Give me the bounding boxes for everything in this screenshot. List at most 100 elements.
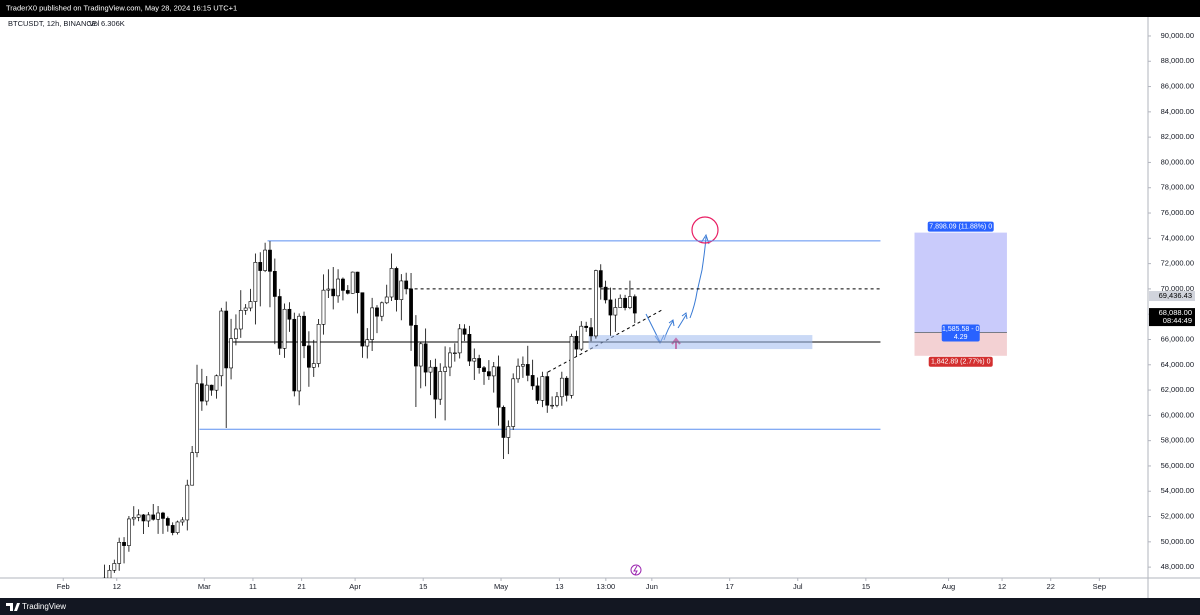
candle-body — [243, 307, 248, 311]
plot-area — [102, 216, 881, 578]
candle-body — [258, 262, 263, 271]
candle-body — [613, 307, 618, 316]
candle-body — [584, 325, 589, 328]
candle-body — [122, 542, 126, 546]
candle-body — [360, 292, 365, 347]
candle-body — [628, 296, 632, 308]
candle-body — [209, 384, 214, 391]
y-tick-label: 74,000.00 — [1161, 233, 1194, 242]
entry-label-bg — [941, 324, 980, 342]
candle-body — [472, 358, 477, 362]
candle-body — [336, 278, 340, 297]
candle-body — [214, 375, 219, 391]
candle-body — [443, 366, 447, 372]
y-tick-label: 48,000.00 — [1161, 562, 1194, 571]
volume-label: Vol — [89, 19, 100, 28]
candle-body — [530, 375, 535, 387]
candle-body — [170, 525, 175, 533]
candle-body — [608, 299, 613, 316]
y-tick-label: 50,000.00 — [1161, 537, 1194, 546]
candle-body — [574, 336, 579, 350]
candle-body — [486, 371, 491, 377]
candle-body — [632, 296, 637, 314]
candle-body — [112, 563, 117, 571]
candle-body — [467, 334, 472, 362]
y-tick-label: 66,000.00 — [1161, 334, 1194, 343]
brand-logo — [6, 603, 20, 611]
candle-body — [457, 328, 462, 354]
x-tick-label: Apr — [349, 582, 361, 591]
candle-body — [287, 308, 292, 320]
candle-body — [379, 302, 384, 317]
candle-body — [550, 404, 554, 407]
entry-label: 1,585.58 - 0 — [942, 326, 979, 333]
y-tick-label: 64,000.00 — [1161, 360, 1194, 369]
candle-body — [428, 366, 433, 373]
candle-body — [229, 338, 233, 369]
price-label: 68,088.00 — [1159, 308, 1192, 317]
zone — [588, 335, 813, 350]
candle-body — [326, 288, 331, 291]
candle-body — [452, 352, 457, 354]
candle-body — [302, 315, 306, 347]
x-tick-label: Aug — [942, 582, 955, 591]
candle-body — [384, 296, 389, 304]
candle-body — [277, 296, 282, 349]
stop-area — [914, 332, 1007, 356]
candle-body — [418, 343, 423, 367]
event-icon[interactable] — [630, 564, 642, 576]
stop-label: 1,842.89 (2.77%) 0 — [931, 359, 991, 366]
candle-body — [117, 542, 122, 564]
candle-body — [462, 328, 467, 335]
candle-body — [161, 512, 165, 519]
candle-body — [355, 271, 360, 293]
candle-body — [238, 310, 243, 330]
candle-body — [423, 343, 428, 373]
y-tick-label: 88,000.00 — [1161, 56, 1194, 65]
candle-body — [297, 315, 302, 392]
x-tick-label: 13 — [555, 582, 563, 591]
candle-body — [127, 518, 131, 546]
x-tick-label: Mar — [198, 582, 211, 591]
y-tick-label: 76,000.00 — [1161, 208, 1194, 217]
candle-body — [263, 249, 267, 271]
candle-body — [521, 364, 525, 367]
candle-body — [175, 521, 180, 533]
candle-body — [506, 426, 511, 438]
candle-body — [414, 325, 418, 367]
candle-body — [224, 310, 229, 369]
candle-body — [496, 366, 501, 408]
y-tick-label: 70,000.00 — [1161, 284, 1194, 293]
candle-body — [272, 271, 277, 297]
candle-body — [511, 378, 516, 427]
x-tick-label: Jul — [793, 582, 803, 591]
candle-body — [331, 288, 336, 297]
x-tick-label: Sep — [1093, 582, 1106, 591]
candle-body — [321, 289, 326, 325]
candle-body — [433, 366, 438, 400]
candle-body — [482, 367, 486, 372]
candle-body — [307, 345, 311, 368]
candle-body — [404, 280, 409, 290]
candle-body — [516, 365, 520, 380]
brand-name: TradingView — [22, 602, 66, 611]
candle-body — [268, 249, 272, 272]
candle-body — [350, 271, 355, 294]
x-tick-label: 12 — [113, 582, 121, 591]
target-area — [914, 232, 1007, 333]
y-tick-label: 80,000.00 — [1161, 157, 1194, 166]
target-label-bg — [927, 221, 994, 232]
candle-body — [146, 514, 151, 522]
symbol-info: BTCUSDT, 12h, BINANCE — [8, 19, 97, 28]
candle-body — [394, 268, 399, 300]
candle-body — [107, 569, 112, 578]
y-tick-label: 54,000.00 — [1161, 486, 1194, 495]
target-circle — [691, 216, 719, 244]
candle-body — [448, 352, 452, 368]
x-tick-label: Feb — [57, 582, 70, 591]
price-label-bg — [1149, 291, 1195, 302]
candle-body — [204, 384, 209, 402]
x-tick-label: May — [494, 582, 508, 591]
candle-body — [491, 366, 496, 377]
candle-body — [341, 278, 345, 291]
